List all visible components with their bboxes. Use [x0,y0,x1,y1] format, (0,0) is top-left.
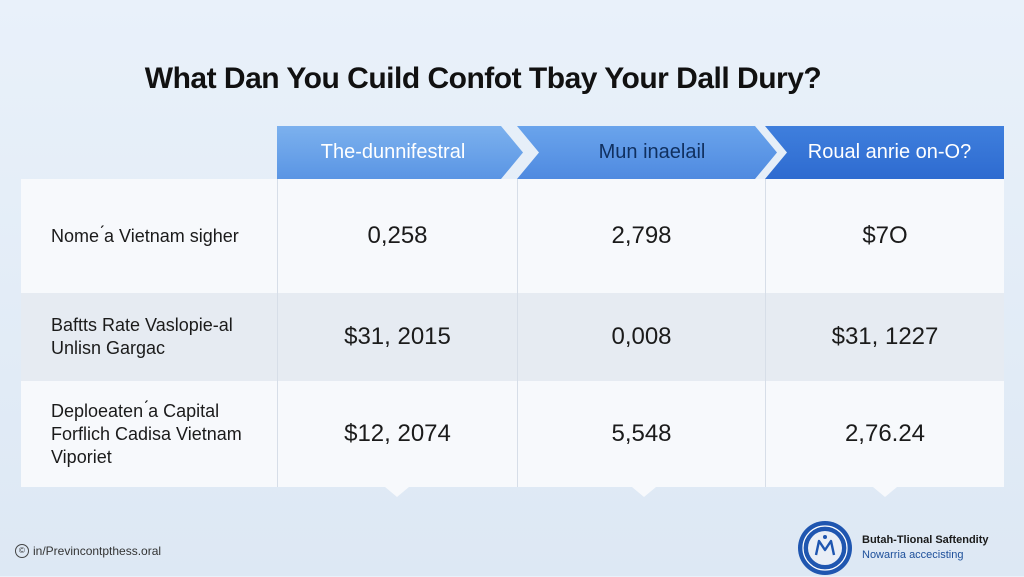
row-label: Baftts Rate Vaslopie-al Unlisn Gargac [51,315,233,358]
table-cell: 5,548 [517,381,765,487]
org-name: Butah-Tlional Saftendity [862,534,989,546]
column-header-1: The-dunnifestral [277,126,523,179]
table-cell: 0,008 [517,293,765,381]
table-cell: 0,258 [277,179,517,293]
table-cell: $31, 1227 [765,293,1004,381]
seal-logo [798,521,852,575]
table-cell: $12, 2074 [277,381,517,487]
copyright-icon: © [15,544,29,558]
row-label: Deploeaten ́a Capital Forflich Cadisa Vi… [51,400,242,467]
column-notch [632,487,656,497]
table-cell: 2,76.24 [765,381,1004,487]
column-header-3: Roual anrie on-O? [765,126,1004,179]
org-credit: Butah-Tlional Saftendity Nowarria acceci… [862,533,989,563]
org-tagline: Nowarria accecisting [862,549,964,561]
table-cell: $7O [765,179,1004,293]
table-row: Baftts Rate Vaslopie-al Unlisn Gargac $3… [21,293,1004,381]
source-note: © in/Previncontpthess.oral [15,544,161,558]
source-text: in/Previncontpthess.oral [33,544,162,558]
row-label: Nome ́a Vietnam sigher [51,225,239,246]
comparison-table: Nome ́a Vietnam sigher 0,258 2,798 $7O B… [21,179,1004,487]
column-header-2: Mun inaelail [517,126,777,179]
table-row: Deploeaten ́a Capital Forflich Cadisa Vi… [21,381,1004,487]
table-row: Nome ́a Vietnam sigher 0,258 2,798 $7O [21,179,1004,293]
page-title: What Dan You Cuild Confot Tbay Your Dall… [144,62,822,95]
table-cell: 2,798 [517,179,765,293]
table-cell: $31, 2015 [277,293,517,381]
column-notch [385,487,409,497]
column-notch [873,487,897,497]
